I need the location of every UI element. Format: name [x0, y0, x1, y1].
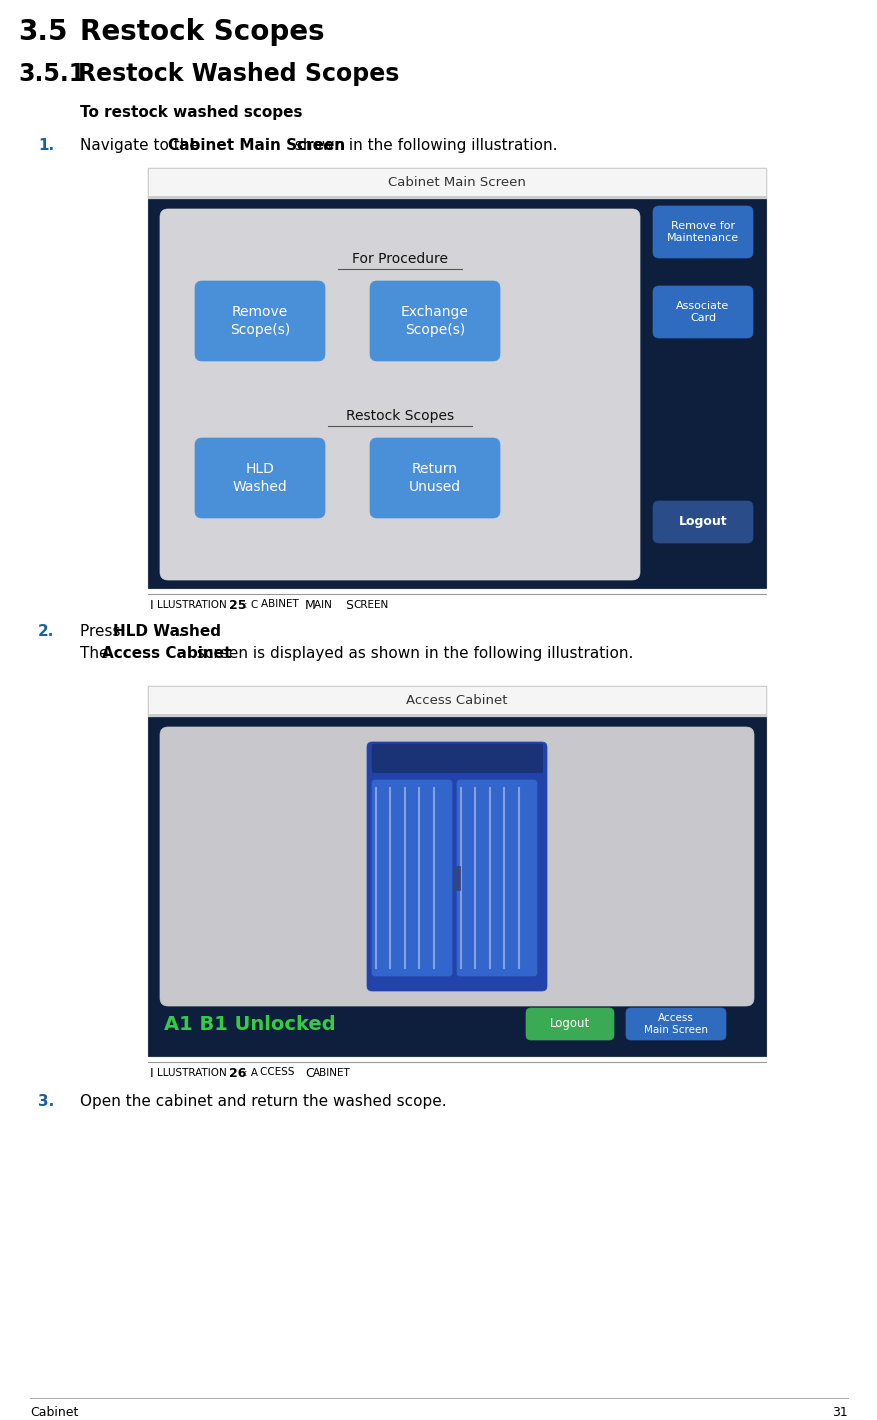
Bar [148, 196, 765, 199]
Text: LLUSTRATION: LLUSTRATION [157, 601, 230, 611]
Text: HLD
Washed: HLD Washed [232, 462, 287, 494]
FancyBboxPatch shape [652, 501, 752, 542]
Bar [148, 596, 547, 615]
Text: shown in the following illustration.: shown in the following illustration. [289, 138, 557, 153]
Text: Return
Unused: Return Unused [409, 462, 460, 494]
Bar [148, 168, 765, 196]
Text: M: M [304, 599, 316, 612]
FancyBboxPatch shape [369, 281, 499, 361]
Text: The: The [80, 646, 113, 660]
Text: Restock Scopes: Restock Scopes [80, 18, 324, 45]
Text: Cabinet Main Screen: Cabinet Main Screen [388, 176, 525, 189]
Text: Remove for
Maintenance: Remove for Maintenance [667, 220, 738, 243]
Text: 2.: 2. [38, 623, 54, 639]
Text: Logout: Logout [549, 1018, 589, 1031]
Text: Remove
Scope(s): Remove Scope(s) [230, 305, 289, 337]
Bar [148, 686, 765, 714]
Text: Restock Scopes: Restock Scopes [346, 409, 453, 423]
Text: To restock washed scopes: To restock washed scopes [80, 105, 303, 121]
Text: 25: 25 [220, 599, 236, 612]
Text: Navigate to the: Navigate to the [80, 138, 203, 153]
Text: A1 B1 Unlocked: A1 B1 Unlocked [164, 1014, 335, 1034]
Bar [148, 1065, 467, 1083]
FancyBboxPatch shape [195, 281, 324, 361]
Text: 3.5.1: 3.5.1 [18, 62, 85, 87]
Text: CREEN: CREEN [353, 601, 388, 611]
FancyBboxPatch shape [372, 780, 452, 976]
FancyBboxPatch shape [195, 437, 324, 518]
Text: CCESS: CCESS [260, 1066, 297, 1076]
Text: Exchange
Scope(s): Exchange Scope(s) [401, 305, 468, 337]
FancyBboxPatch shape [160, 209, 639, 579]
Text: For Procedure: For Procedure [352, 251, 447, 266]
Text: : A: : A [244, 1068, 258, 1079]
Text: I: I [150, 599, 153, 612]
Text: screen is displayed as shown in the following illustration.: screen is displayed as shown in the foll… [191, 646, 632, 660]
Text: AIN: AIN [314, 601, 335, 611]
Text: Associate
Card: Associate Card [675, 301, 729, 324]
FancyBboxPatch shape [367, 743, 546, 991]
FancyBboxPatch shape [457, 780, 537, 976]
Bar [453, 866, 460, 890]
Bar [148, 199, 765, 588]
Text: 31: 31 [831, 1406, 847, 1419]
Text: Logout: Logout [678, 515, 726, 528]
Text: ABINET: ABINET [312, 1068, 350, 1079]
Text: Access
Main Screen: Access Main Screen [643, 1014, 707, 1035]
Text: 3.: 3. [38, 1093, 54, 1109]
Text: Cabinet: Cabinet [30, 1406, 78, 1419]
Text: HLD Washed: HLD Washed [113, 623, 221, 639]
FancyBboxPatch shape [372, 744, 541, 772]
FancyBboxPatch shape [160, 727, 753, 1005]
Text: A: A [253, 599, 260, 612]
Text: Open the cabinet and return the washed scope.: Open the cabinet and return the washed s… [80, 1093, 446, 1109]
Text: Access Cabinet: Access Cabinet [102, 646, 232, 660]
Text: I: I [150, 1066, 153, 1081]
FancyBboxPatch shape [369, 437, 499, 518]
Text: ABINET: ABINET [260, 599, 302, 609]
Bar [148, 168, 765, 588]
Text: Press: Press [80, 623, 125, 639]
Text: I: I [150, 599, 153, 612]
Text: S: S [345, 599, 353, 612]
Text: BINET: BINET [261, 601, 290, 611]
Text: LLUSTRATION: LLUSTRATION [150, 601, 216, 611]
Text: : C: : C [244, 601, 258, 611]
Text: : C: : C [236, 601, 249, 611]
Bar [148, 686, 765, 1056]
FancyBboxPatch shape [652, 206, 752, 258]
Text: .: . [177, 623, 182, 639]
Text: C: C [304, 1066, 313, 1081]
Text: Restock Washed Scopes: Restock Washed Scopes [78, 62, 399, 87]
Text: 25: 25 [229, 599, 246, 612]
FancyBboxPatch shape [652, 285, 752, 338]
Text: 26: 26 [229, 1066, 246, 1081]
Text: LLUSTRATION: LLUSTRATION [157, 1068, 230, 1079]
Bar [372, 744, 541, 772]
Text: Access Cabinet: Access Cabinet [406, 693, 507, 707]
Text: 1.: 1. [38, 138, 54, 153]
Bar [148, 717, 765, 1056]
Bar [148, 714, 765, 717]
FancyBboxPatch shape [525, 1008, 613, 1039]
Text: 3.5: 3.5 [18, 18, 68, 45]
Text: Cabinet Main Screen: Cabinet Main Screen [168, 138, 345, 153]
FancyBboxPatch shape [625, 1008, 725, 1039]
